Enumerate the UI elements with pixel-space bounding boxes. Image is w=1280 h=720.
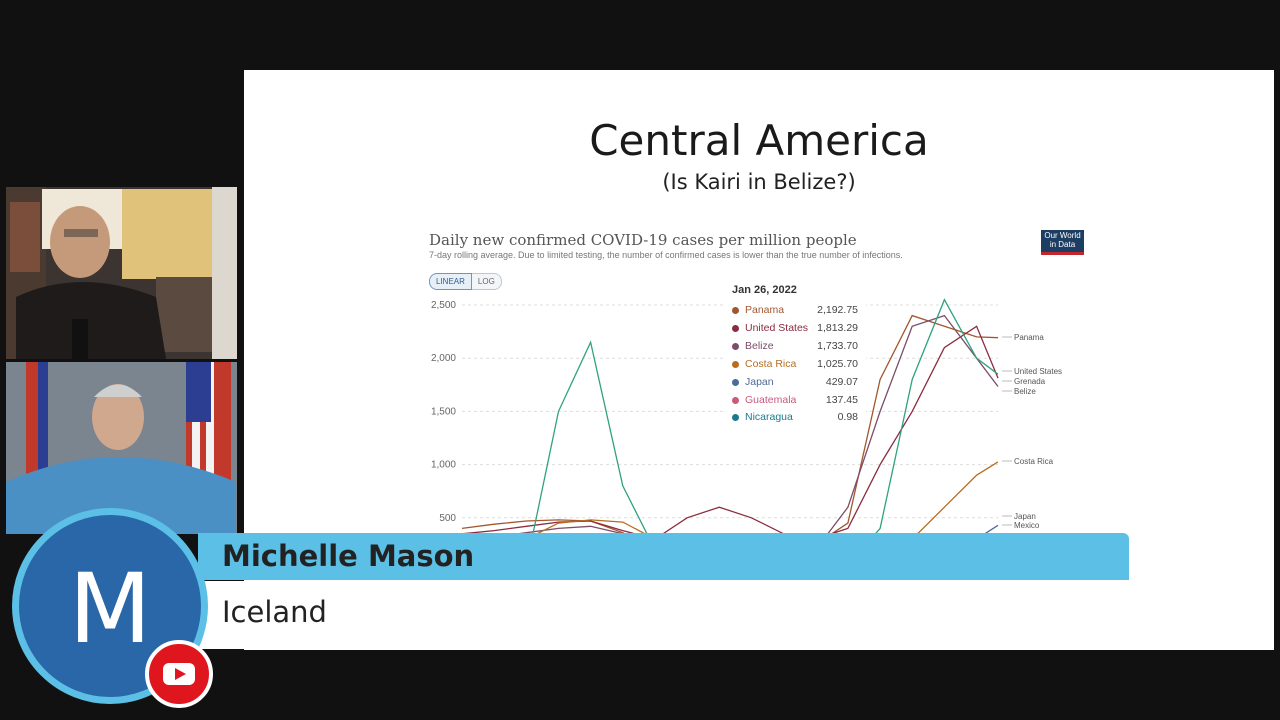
tooltip-row: Belize 1,733.70 — [732, 340, 862, 354]
tooltip-date: Jan 26, 2022 — [732, 284, 797, 296]
tooltip-series-name: Nicaragua — [745, 411, 793, 424]
series-end-label: Grenada — [1014, 377, 1046, 386]
tooltip-series-name: Panama — [745, 304, 785, 316]
y-tick-label: 1,000 — [431, 460, 456, 471]
tooltip-row: Guatemala 137.45 — [732, 394, 862, 408]
name-banner: Michelle Mason — [198, 533, 1129, 580]
tooltip-row: Japan 429.07 — [732, 376, 862, 390]
youtube-icon — [145, 640, 213, 708]
series-end-label: Panama — [1014, 333, 1044, 342]
tooltip-series-name: Costa Rica — [745, 357, 797, 370]
tooltip-series-value: 137.45 — [825, 393, 858, 406]
slide-title: Central America — [589, 116, 929, 165]
series-line-3 — [531, 461, 999, 536]
webcam-feed-guest — [6, 362, 237, 534]
scale-toggle[interactable]: LINEAR LOG — [429, 273, 502, 290]
scale-log-button[interactable]: LOG — [471, 273, 502, 290]
tooltip-series-name: Guatemala — [745, 393, 797, 406]
tooltip-series-name: United States — [745, 321, 809, 334]
chart-tooltip: Jan 26, 2022 Panama 2,192.75 United States… — [726, 278, 866, 428]
covid-chart: Daily new confirmed COVID-19 cases per m… — [420, 226, 1096, 536]
series-line-2 — [496, 314, 999, 536]
series-end-label: Belize — [1014, 387, 1036, 396]
slide-subtitle: (Is Kairi in Belize?) — [662, 170, 856, 194]
tooltip-series-name: Belize — [745, 339, 774, 352]
tooltip-series-value: 429.07 — [825, 375, 858, 388]
legend-dot — [732, 414, 739, 422]
legend-dot — [732, 360, 739, 368]
tooltip-row: Panama 2,192.75 — [732, 304, 862, 318]
series-end-label: United States — [1014, 367, 1062, 376]
legend-dot — [732, 342, 739, 350]
tooltip-row: Costa Rica 1,025.70 — [732, 358, 862, 372]
speaker-name: Michelle Mason — [222, 539, 475, 573]
series-line-0 — [461, 314, 999, 536]
tooltip-series-value: 0.98 — [837, 411, 858, 424]
legend-dot — [732, 324, 739, 332]
series-end-label: Mexico — [1014, 521, 1040, 530]
speaker-location: Iceland — [222, 595, 327, 629]
y-tick-label: 1,500 — [431, 406, 456, 417]
chart-title: Daily new confirmed COVID-19 cases per m… — [429, 231, 857, 249]
tooltip-series-value: 2,192.75 — [817, 304, 858, 316]
scale-linear-button[interactable]: LINEAR — [429, 273, 472, 290]
legend-dot — [732, 378, 739, 386]
tooltip-series-name: Japan — [745, 375, 774, 388]
tooltip-row: United States 1,813.29 — [732, 322, 862, 336]
y-tick-label: 500 — [439, 513, 456, 524]
series-end-label: Japan — [1014, 512, 1036, 521]
logo-letter: M — [68, 553, 152, 665]
channel-logo: M — [12, 508, 208, 704]
webcam-feed-host — [6, 187, 237, 359]
tooltip-series-value: 1,025.70 — [817, 357, 858, 370]
tooltip-row: Nicaragua 0.98 — [732, 411, 862, 425]
series-end-label: Costa Rica — [1014, 457, 1054, 466]
chart-subtitle: 7-day rolling average. Due to limited te… — [429, 250, 903, 260]
legend-dot — [732, 396, 739, 404]
tooltip-series-value: 1,733.70 — [817, 339, 858, 352]
y-tick-label: 2,000 — [431, 353, 456, 364]
play-icon — [175, 668, 186, 680]
legend-dot — [732, 307, 739, 314]
tooltip-series-value: 1,813.29 — [817, 321, 858, 334]
youtube-icon-frame — [163, 663, 195, 685]
series-line-7 — [531, 298, 999, 536]
y-tick-label: 2,500 — [431, 300, 456, 311]
series-line-1 — [461, 325, 999, 536]
owid-logo: Our World in Data — [1041, 230, 1084, 255]
